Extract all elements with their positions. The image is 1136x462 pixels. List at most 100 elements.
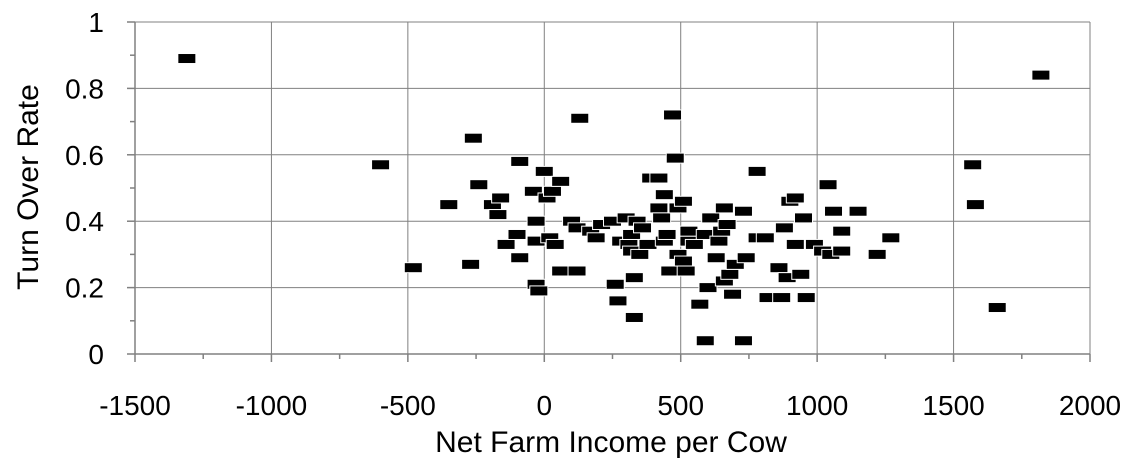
y-tick-label: 0.2 (65, 273, 104, 304)
data-point (652, 212, 672, 224)
data-point (177, 53, 197, 65)
tick-labels: -1500 -1000 -500 0 500 1000 1500 2000 0 0.2 0.4 0.6… (65, 7, 1121, 421)
data-point (717, 219, 737, 231)
data-point (403, 262, 423, 274)
y-tick-label: 0.4 (65, 206, 104, 237)
data-point (832, 225, 852, 237)
data-point (733, 205, 753, 217)
data-point (488, 209, 508, 221)
data-point (586, 232, 606, 244)
data-point (987, 302, 1007, 314)
data-point (542, 185, 562, 197)
data-point (545, 238, 565, 250)
data-point (709, 235, 729, 247)
x-tick-label: -500 (380, 390, 436, 421)
data-point (723, 288, 743, 300)
data-point (551, 265, 571, 277)
y-tick-label: 0 (88, 339, 104, 370)
data-point (755, 232, 775, 244)
data-point (624, 272, 644, 284)
y-axis-title: Turn Over Rate (12, 84, 45, 290)
data-point (496, 238, 516, 250)
data-point (491, 192, 511, 204)
data-point (1031, 69, 1051, 81)
data-point (796, 292, 816, 304)
data-point (510, 155, 530, 167)
data-point (785, 238, 805, 250)
x-axis-title: Net Farm Income per Cow (435, 426, 787, 459)
data-point (529, 285, 549, 297)
data-point (774, 222, 794, 234)
data-point (570, 112, 590, 124)
data-point (633, 222, 653, 234)
data-point (461, 258, 481, 270)
data-point (791, 268, 811, 280)
data-point (510, 252, 530, 264)
data-point (660, 265, 680, 277)
data-point (469, 179, 489, 191)
x-tick-label: 1500 (922, 390, 984, 421)
data-point (463, 132, 483, 144)
data-point (785, 192, 805, 204)
data-point (714, 202, 734, 214)
data-point (747, 165, 767, 177)
x-tick-label: 500 (657, 390, 704, 421)
data-point (523, 185, 543, 197)
data-point (630, 248, 650, 260)
data-point (684, 238, 704, 250)
x-tick-label: 0 (536, 390, 552, 421)
axes (127, 21, 1091, 362)
data-point (867, 248, 887, 260)
data-point (769, 262, 789, 274)
data-point (676, 265, 696, 277)
data-points (177, 53, 1051, 347)
y-tick-label: 0.6 (65, 140, 104, 171)
data-point (657, 228, 677, 240)
data-point (824, 205, 844, 217)
x-tick-label: 2000 (1059, 390, 1121, 421)
x-tick-label: 1000 (786, 390, 848, 421)
data-point (638, 238, 658, 250)
data-point (534, 165, 554, 177)
data-point (665, 152, 685, 164)
data-point (794, 212, 813, 224)
y-tick-label: 1 (88, 7, 104, 38)
data-point (720, 268, 740, 280)
data-point (965, 199, 985, 211)
data-point (654, 189, 674, 201)
data-point (673, 255, 693, 267)
data-point (663, 109, 683, 121)
x-tick-label: -1000 (236, 390, 308, 421)
data-point (551, 175, 571, 187)
data-point (848, 205, 868, 217)
data-point (608, 295, 628, 307)
data-point (701, 212, 721, 224)
data-point (733, 335, 753, 347)
x-tick-label: -1500 (99, 390, 171, 421)
data-point (695, 335, 715, 347)
y-tick-label: 0.8 (65, 73, 104, 104)
data-point (881, 232, 901, 244)
data-point (690, 298, 710, 310)
data-point (605, 278, 625, 290)
data-point (624, 311, 644, 323)
data-point (818, 179, 838, 191)
data-point (725, 258, 745, 270)
data-point (526, 215, 546, 227)
data-point (649, 202, 669, 214)
data-point (706, 252, 726, 264)
data-point (567, 265, 587, 277)
data-point (622, 228, 642, 240)
data-point (963, 159, 983, 171)
data-point (679, 225, 699, 237)
data-point (371, 159, 391, 171)
data-point (507, 228, 527, 240)
data-point (649, 172, 669, 184)
data-point (439, 199, 459, 211)
data-point (736, 252, 756, 264)
data-point (673, 195, 693, 207)
data-point (832, 245, 852, 257)
data-point (772, 292, 792, 304)
data-point (698, 282, 718, 294)
